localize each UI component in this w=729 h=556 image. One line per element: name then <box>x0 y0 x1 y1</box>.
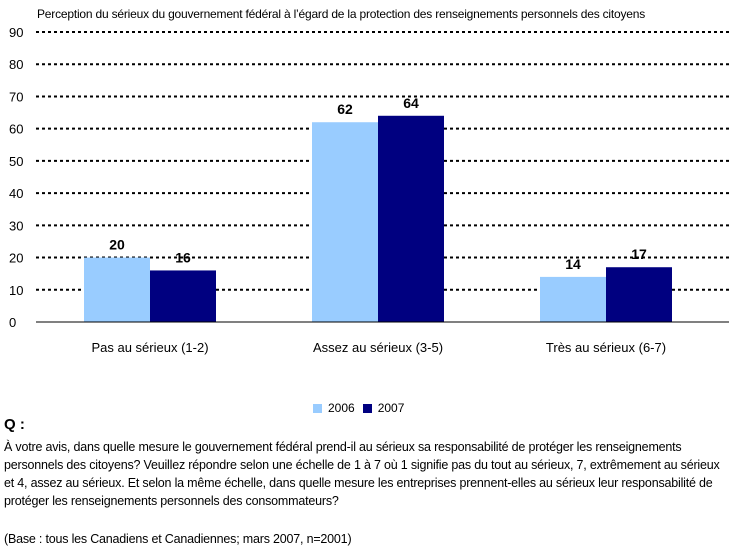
data-label: 64 <box>403 95 419 111</box>
data-label: 14 <box>565 256 581 272</box>
y-tick-label: 40 <box>9 186 23 201</box>
data-label: 20 <box>109 237 125 253</box>
data-label: 17 <box>631 246 647 262</box>
bar-2006 <box>84 257 150 322</box>
x-tick-label: Très au sérieux (6-7) <box>546 340 666 355</box>
bar-2007 <box>606 267 672 322</box>
x-tick-label: Pas au sérieux (1-2) <box>91 340 208 355</box>
legend-swatch-2006 <box>313 403 322 413</box>
x-tick-label: Assez au sérieux (3-5) <box>313 340 443 355</box>
legend-label-2007: 2007 <box>377 401 405 415</box>
bar-2006 <box>312 122 378 322</box>
question-label: Q : <box>4 416 25 433</box>
legend: 2006 2007 <box>313 401 404 415</box>
data-label: 16 <box>175 249 191 265</box>
y-tick-label: 20 <box>9 251 23 266</box>
y-tick-label: 50 <box>9 154 23 169</box>
y-tick-label: 0 <box>9 315 16 330</box>
question-text: À votre avis, dans quelle mesure le gouv… <box>4 440 720 508</box>
bar-2007 <box>378 115 444 323</box>
bar-chart: 0 10 20 30 40 50 60 70 80 90 20 16 Pas au sérieux (1… <box>9 25 729 355</box>
bar-2007 <box>150 270 216 322</box>
y-tick-label: 60 <box>9 122 23 137</box>
legend-label-2006: 2006 <box>328 401 355 415</box>
y-tick-label: 10 <box>9 283 23 298</box>
y-tick-label: 70 <box>9 89 23 104</box>
legend-swatch-2007 <box>362 403 372 413</box>
y-tick-label: 90 <box>9 25 23 40</box>
chart-title: Perception du sérieux du gouvernement fé… <box>37 7 646 21</box>
y-tick-label: 30 <box>9 218 23 233</box>
data-label: 62 <box>337 101 353 117</box>
bar-2006 <box>540 276 606 322</box>
base-note: (Base : tous les Canadiens et Canadienne… <box>4 532 352 546</box>
y-tick-label: 80 <box>9 57 23 72</box>
